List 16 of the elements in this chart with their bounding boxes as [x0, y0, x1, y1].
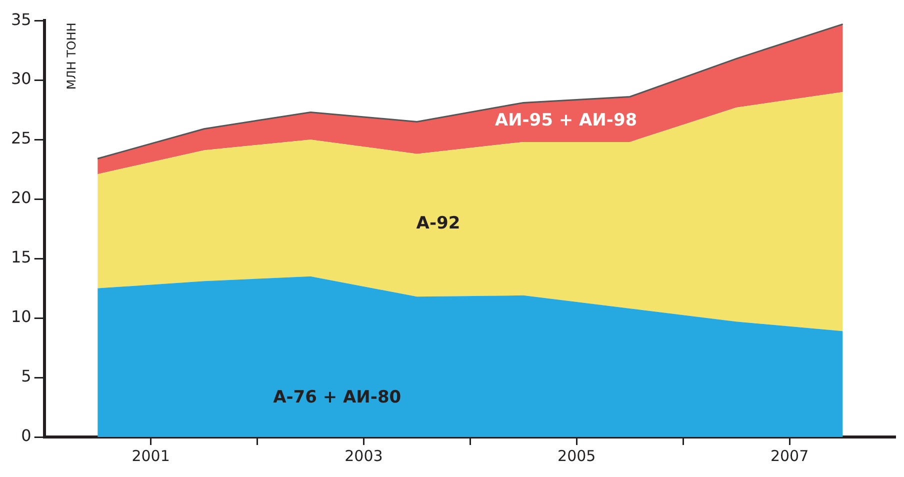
y-tick-label: 35	[11, 10, 32, 29]
series-label: АИ-95 + АИ-98	[494, 110, 638, 131]
y-axis-title: МЛН ТОНН	[64, 22, 78, 90]
series-label: А-76 + АИ-80	[273, 388, 402, 408]
x-tick-label: 2005	[558, 446, 596, 465]
y-tick-label: 25	[11, 128, 32, 148]
y-tick-label: 5	[21, 366, 32, 386]
x-tick-label: 2007	[770, 446, 809, 465]
x-tick-label: 2003	[344, 446, 383, 465]
series-label: А-92	[416, 213, 460, 234]
y-tick-label: 0	[21, 426, 32, 446]
x-tick-label: 2001	[132, 446, 170, 465]
y-tick-label: 20	[11, 188, 32, 208]
y-tick-label: 30	[11, 69, 32, 88]
y-tick-label: 15	[11, 248, 32, 267]
y-tick-label: 10	[11, 307, 32, 326]
